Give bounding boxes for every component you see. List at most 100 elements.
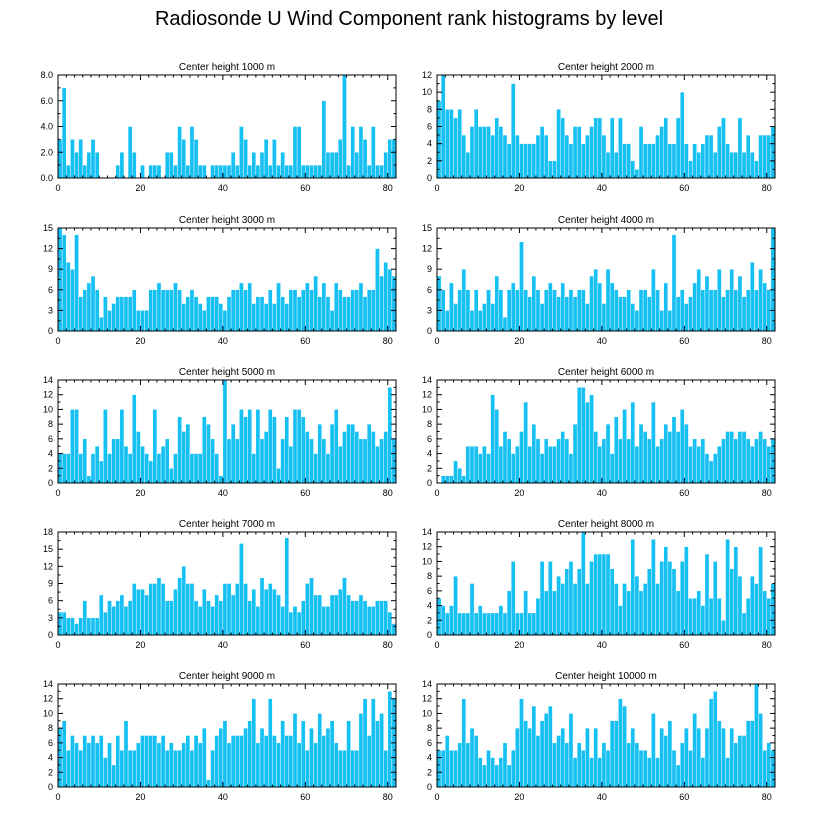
histogram-bar	[272, 139, 277, 179]
y-tick-label: 12	[43, 561, 53, 571]
histogram-bar	[111, 606, 116, 636]
histogram-bar	[680, 409, 685, 484]
histogram-bar	[197, 453, 203, 484]
histogram-bar	[329, 310, 335, 332]
histogram-bar	[700, 143, 706, 179]
histogram-bar	[127, 750, 133, 788]
histogram-bar	[214, 735, 219, 788]
histogram-bar	[502, 317, 508, 332]
histogram-bar	[461, 475, 467, 484]
histogram-bar	[333, 282, 339, 332]
histogram-bar	[230, 594, 236, 636]
histogram-bar	[601, 438, 607, 484]
histogram-bar	[675, 117, 681, 179]
histogram-bar	[651, 539, 656, 636]
histogram-bar	[659, 438, 664, 484]
histogram-bar	[309, 727, 314, 788]
histogram-bar	[630, 401, 636, 484]
histogram-bar	[519, 698, 524, 788]
histogram-bar	[651, 269, 656, 332]
histogram-bar	[239, 543, 244, 636]
histogram-bar	[745, 438, 751, 484]
histogram-bar	[708, 460, 714, 484]
histogram-bar	[667, 720, 673, 788]
histogram-bar	[750, 720, 755, 788]
histogram-bar	[733, 289, 739, 332]
x-tick-label: 40	[218, 336, 228, 346]
histogram-bar	[94, 446, 100, 484]
histogram-bar	[593, 431, 598, 484]
x-tick-label: 80	[762, 792, 772, 802]
histogram-bar	[123, 720, 129, 788]
histogram-bar	[325, 453, 331, 484]
histogram-bar	[638, 750, 644, 788]
histogram-bar	[609, 282, 615, 332]
histogram-bar	[177, 289, 182, 332]
histogram-bar	[103, 757, 108, 788]
histogram-bar	[301, 720, 306, 788]
histogram-bar	[494, 117, 500, 179]
histogram-bar	[725, 289, 730, 332]
histogram-bar	[737, 275, 743, 332]
histogram-bar	[593, 553, 598, 636]
histogram-bar	[461, 134, 467, 179]
histogram-bar	[745, 134, 751, 179]
histogram-bar	[762, 750, 767, 788]
histogram-bar	[140, 589, 145, 636]
histogram-bar	[230, 423, 236, 484]
histogram-bar	[457, 742, 462, 788]
histogram-bar	[247, 282, 252, 332]
histogram-bar	[152, 289, 158, 332]
histogram-bar	[292, 409, 298, 484]
x-tick-label: 20	[514, 488, 524, 498]
histogram-panel-8: Center height 8000 m 0 20 40 60 80 0 2 4 6 8 10 12 14	[422, 519, 776, 650]
histogram-bar	[478, 310, 483, 332]
histogram-bar	[140, 310, 145, 332]
histogram-panel-4: Center height 4000 m 0 20 40 60 80 0 3 6 9 12 15	[422, 215, 776, 346]
histogram-bar	[173, 453, 178, 484]
histogram-bar	[284, 164, 290, 179]
histogram-bar	[758, 269, 763, 332]
y-tick-label: 15	[422, 223, 432, 233]
histogram-bar	[136, 310, 141, 332]
histogram-bar	[511, 561, 516, 636]
histogram-bar	[725, 143, 730, 179]
histogram-bar	[189, 126, 195, 179]
histogram-bar	[552, 742, 557, 788]
y-tick-label: 0	[427, 326, 432, 336]
histogram-bar	[622, 583, 627, 636]
y-tick-label: 0	[48, 782, 53, 792]
histogram-bar	[391, 275, 397, 332]
histogram-bar	[362, 698, 368, 788]
histogram-bar	[350, 289, 355, 332]
histogram-bar	[548, 282, 553, 332]
y-tick-label: 8	[427, 571, 432, 581]
histogram-bar	[375, 248, 380, 332]
histogram-bar	[255, 409, 261, 484]
histogram-bar	[453, 750, 458, 788]
histogram-bar	[473, 289, 479, 332]
histogram-bar	[473, 612, 479, 636]
x-tick-label: 60	[300, 792, 310, 802]
histogram-bar	[94, 152, 100, 179]
figure-title: Radiosonde U Wind Component rank histogr…	[154, 8, 664, 30]
histogram-bar	[173, 750, 178, 788]
histogram-bar	[292, 126, 298, 179]
histogram-bar	[754, 289, 759, 332]
histogram-bar	[506, 143, 512, 179]
histogram-bar	[247, 600, 252, 636]
histogram-bar	[708, 289, 714, 332]
histogram-bar	[268, 289, 273, 332]
histogram-bar	[280, 720, 285, 788]
histogram-bar	[712, 561, 718, 636]
histogram-bar	[210, 164, 215, 179]
x-tick-label: 80	[762, 336, 772, 346]
histogram-bar	[251, 698, 257, 788]
histogram-bar	[131, 750, 137, 788]
x-tick-label: 60	[300, 640, 310, 650]
histogram-bar	[346, 423, 351, 484]
histogram-bar	[717, 446, 722, 484]
histogram-bar	[486, 289, 491, 332]
y-tick-label: 14	[422, 527, 432, 537]
histogram-bar	[494, 764, 500, 788]
